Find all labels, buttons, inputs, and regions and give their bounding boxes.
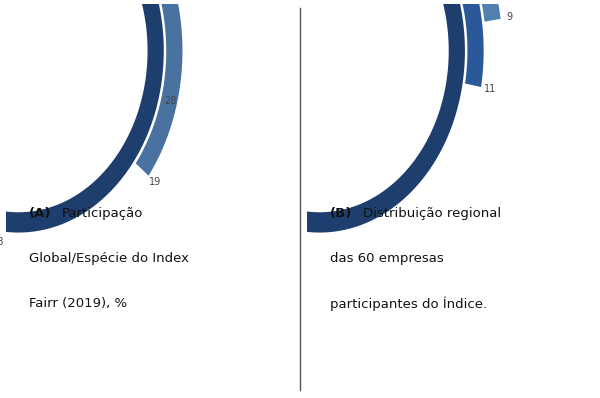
Text: (B): (B) [330,207,352,220]
Polygon shape [320,0,500,21]
Text: Fairr (2019), %: Fairr (2019), % [29,297,127,310]
Text: 9: 9 [506,12,512,22]
Polygon shape [320,0,484,87]
Text: participantes do Índice.: participantes do Índice. [330,297,487,311]
Text: das 60 empresas: das 60 empresas [330,252,444,265]
Text: 19: 19 [149,178,161,187]
Text: (A): (A) [29,207,52,220]
Text: Participação: Participação [62,207,143,220]
Text: 28: 28 [164,96,177,105]
Polygon shape [19,0,182,176]
Polygon shape [179,0,465,232]
Polygon shape [0,0,164,232]
Text: 11: 11 [484,84,496,94]
Text: Global/Espécie do Index: Global/Espécie do Index [29,252,189,265]
Text: Distribuição regional: Distribuição regional [363,207,501,220]
Text: 28: 28 [0,237,4,247]
